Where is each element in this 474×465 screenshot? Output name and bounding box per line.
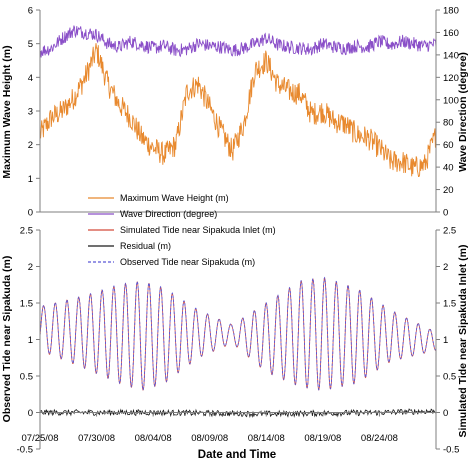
top-right-tick-label: 180 — [443, 6, 459, 17]
bottom-left-axis-title: Observed Tide near Sipakuda (m) — [1, 256, 13, 423]
top-right-tick-label: 20 — [443, 185, 454, 196]
observed-tide-line — [39, 276, 436, 391]
bottom-right-tick-label: 2 — [443, 262, 448, 273]
legend-label: Simulated Tide near Sipakuda Inlet (m) — [120, 225, 276, 235]
x-tick-label: 07/30/08 — [78, 433, 115, 444]
wave-height-line — [39, 43, 437, 177]
legend-label: Wave Direction (degree) — [120, 209, 217, 219]
bottom-left-tick-label: 0.5 — [20, 372, 33, 383]
top-left-tick-label: 3 — [28, 107, 33, 118]
x-axis-title: Date and Time — [198, 449, 276, 461]
top-series-layer — [39, 25, 437, 177]
top-left-tick-label: 1 — [28, 174, 33, 185]
wave-direction-line — [39, 25, 437, 58]
top-right-tick-label: 80 — [443, 118, 454, 129]
top-right-tick-label: 140 — [443, 50, 459, 61]
x-tick-label: 08/24/08 — [361, 433, 398, 444]
bottom-right-tick-label: 0.5 — [443, 372, 456, 383]
x-tick-label: 08/14/08 — [248, 433, 285, 444]
legend-label: Maximum Wave Height (m) — [120, 193, 229, 203]
top-right-tick-label: 160 — [443, 28, 459, 39]
bottom-series-layer — [39, 276, 437, 418]
top-left-tick-label: 6 — [28, 6, 33, 17]
x-tick-label: 08/19/08 — [304, 433, 341, 444]
top-right-tick-label: 40 — [443, 163, 454, 174]
residual-line — [39, 408, 437, 418]
top-left-axis-title: Maximum Wave Height (m) — [1, 45, 13, 178]
legend: Maximum Wave Height (m) Wave Direction (d… — [88, 193, 276, 267]
simulated-tide-line — [39, 277, 437, 391]
legend-label: Observed Tide near Sipakuda (m) — [120, 257, 255, 267]
bottom-left-tick-label: 0 — [28, 408, 33, 419]
bottom-right-tick-label: 1 — [443, 335, 448, 346]
top-right-tick-label: 120 — [443, 73, 459, 84]
x-tick-label: 07/25/08 — [22, 433, 59, 444]
bottom-left-tick-label: 2.5 — [20, 226, 33, 237]
top-left-tick-label: 2 — [28, 140, 33, 151]
bottom-left-tick-label: 1.5 — [20, 299, 33, 310]
legend-label: Residual (m) — [120, 241, 171, 251]
top-right-tick-label: 100 — [443, 95, 459, 106]
bottom-axes: -0.5 0 0.5 1 1.5 2 2.5 -0.5 0 0.5 1 1.5 2 2.5 07/25/08… — [17, 226, 460, 456]
top-right-tick-label: 0 — [443, 208, 448, 219]
top-left-tick-label: 4 — [28, 73, 33, 84]
bottom-left-tick-label: -0.5 — [17, 445, 33, 456]
top-left-tick-label: 0 — [28, 208, 33, 219]
bottom-right-axis-title: Simulated Tide near Sipakuda Inlet (m) — [457, 245, 469, 438]
top-right-axis-title: Wave Direction (degree) — [457, 52, 469, 172]
bottom-right-tick-label: 2.5 — [443, 226, 456, 237]
bottom-left-tick-label: 1 — [28, 335, 33, 346]
bottom-panel: -0.5 0 0.5 1 1.5 2 2.5 -0.5 0 0.5 1 1.5 2 2.5 07/25/08… — [1, 226, 469, 462]
x-tick-label: 08/09/08 — [191, 433, 228, 444]
top-left-tick-label: 5 — [28, 39, 33, 50]
bottom-right-tick-label: 0 — [443, 408, 448, 419]
bottom-right-tick-label: -0.5 — [443, 445, 459, 456]
bottom-right-tick-label: 1.5 — [443, 299, 456, 310]
x-tick-label: 08/04/08 — [135, 433, 172, 444]
top-right-tick-label: 60 — [443, 140, 454, 151]
bottom-left-tick-label: 2 — [28, 262, 33, 273]
